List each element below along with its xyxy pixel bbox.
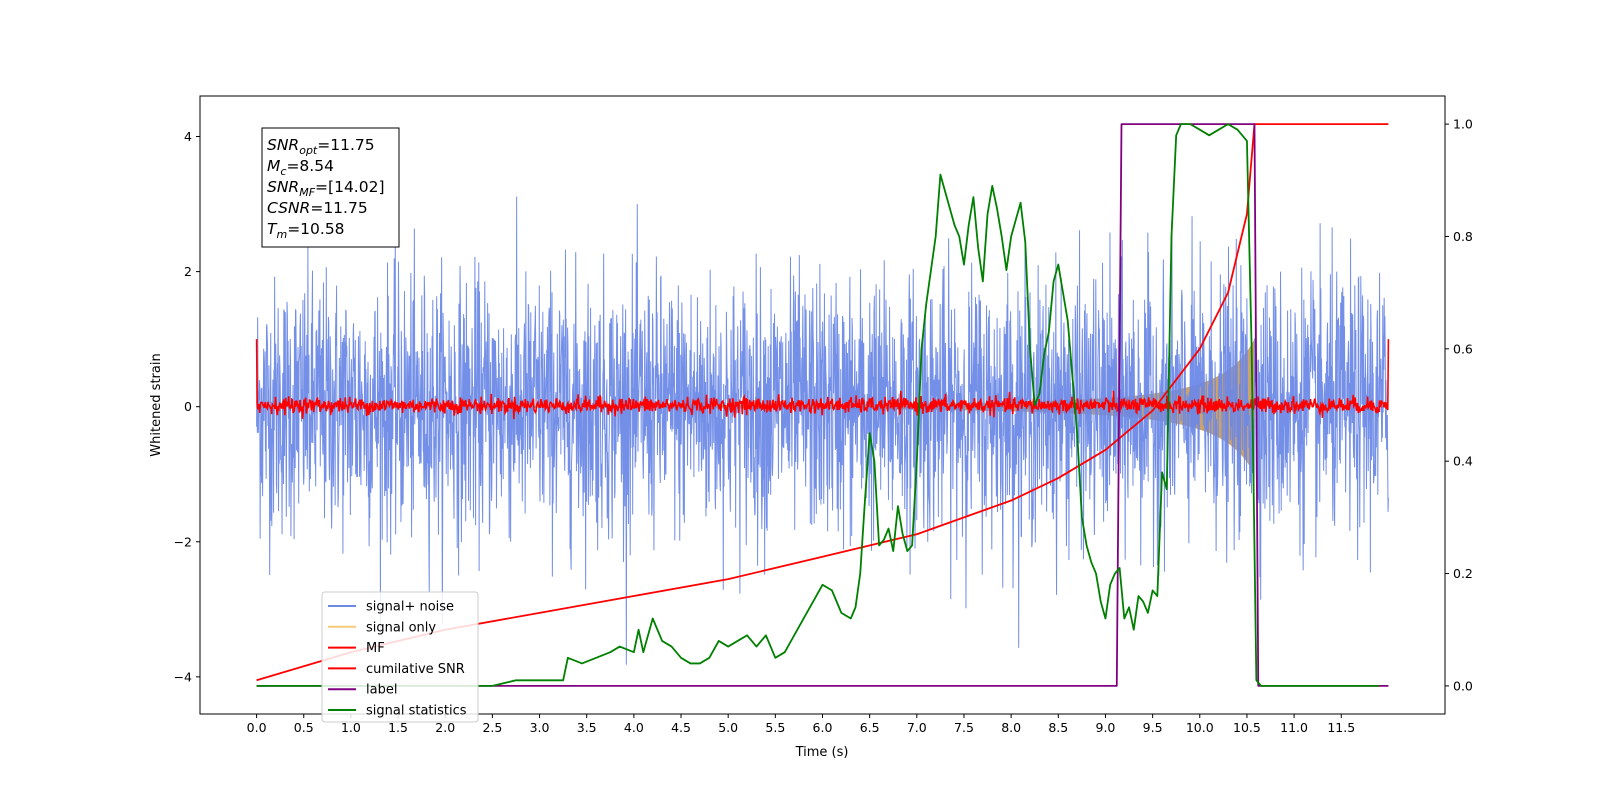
x-tick-label: 4.5 xyxy=(671,720,691,735)
y2-tick-label: 0.6 xyxy=(1453,341,1473,356)
x-tick-label: 0.0 xyxy=(247,720,267,735)
y2-tick-label: 0.2 xyxy=(1453,566,1473,581)
x-tick-label: 7.5 xyxy=(954,720,974,735)
x-tick-label: 4.0 xyxy=(624,720,644,735)
x-tick-label: 9.0 xyxy=(1096,720,1116,735)
cumilative-SNR-line xyxy=(256,123,1389,682)
x-tick-label: 10.0 xyxy=(1186,720,1214,735)
mf-line xyxy=(255,339,1390,420)
x-tick-label: 5.0 xyxy=(718,720,738,735)
x-tick-label: 7.0 xyxy=(907,720,927,735)
y-axis-ticks: −4 −2 0 2 4 xyxy=(174,129,200,684)
annotation-text: SNRopt=11.75 Mc=8.54 SNRMF=[14.02] CSNR=11.… xyxy=(267,136,385,241)
x-tick-label: 6.5 xyxy=(860,720,880,735)
mf-series xyxy=(255,339,1390,420)
y-tick-label: 0 xyxy=(184,399,192,414)
y2-tick-label: 0.8 xyxy=(1453,229,1473,244)
x-tick-label: 1.0 xyxy=(341,720,361,735)
right-axis-series xyxy=(256,123,1389,687)
x-tick-label: 6.0 xyxy=(813,720,833,735)
x-tick-label: 0.5 xyxy=(294,720,314,735)
legend-label: cumilative SNR xyxy=(366,662,465,677)
y-tick-label: 2 xyxy=(184,264,192,279)
y2-tick-label: 0.4 xyxy=(1453,454,1473,469)
legend: signal+ noise signal only MF cumilative SNR… xyxy=(321,591,479,723)
x-tick-label: 5.5 xyxy=(765,720,785,735)
signal-plus-noise-series xyxy=(256,196,1389,665)
annotation-line: CSNR xyxy=(267,199,310,217)
x-tick-label: 8.5 xyxy=(1048,720,1068,735)
legend-label: MF xyxy=(366,641,385,656)
signal-statistics-line xyxy=(256,123,1379,687)
y-axis-label: Whitened strain xyxy=(149,353,164,456)
annotation-box: SNRopt=11.75 Mc=8.54 SNRMF=[14.02] CSNR=11.… xyxy=(261,127,400,248)
x-tick-label: 10.5 xyxy=(1233,720,1261,735)
y-tick-label: −2 xyxy=(174,534,192,549)
signal-plus-noise-line xyxy=(256,196,1389,665)
y2-axis-ticks: 0.0 0.2 0.4 0.6 0.8 1.0 xyxy=(1445,117,1473,693)
x-axis-ticks: 0.0 0.5 1.0 1.5 2.0 2.5 3.0 3.5 4.0 4.5 5.0 5.5 6.0 6… xyxy=(247,714,1355,735)
y-tick-label: 4 xyxy=(184,129,192,144)
legend-label: signal only xyxy=(366,620,436,635)
x-tick-label: 1.5 xyxy=(388,720,408,735)
y2-tick-label: 0.0 xyxy=(1453,678,1473,693)
x-tick-label: 2.0 xyxy=(435,720,455,735)
x-tick-label: 9.5 xyxy=(1143,720,1163,735)
x-axis-label: Time (s) xyxy=(795,745,849,760)
annotation-line: SNR xyxy=(267,136,299,154)
x-tick-label: 3.0 xyxy=(530,720,550,735)
x-tick-label: 11.5 xyxy=(1327,720,1355,735)
x-tick-label: 8.0 xyxy=(1001,720,1021,735)
annotation-line: T xyxy=(267,220,278,238)
legend-label: label xyxy=(366,683,397,698)
legend-label: signal+ noise xyxy=(366,600,454,615)
x-tick-label: 2.5 xyxy=(482,720,502,735)
y-tick-label: −4 xyxy=(174,669,192,684)
x-tick-label: 3.5 xyxy=(577,720,597,735)
y2-tick-label: 1.0 xyxy=(1453,117,1473,132)
annotation-line: SNR xyxy=(267,178,299,196)
x-tick-label: 11.0 xyxy=(1280,720,1308,735)
annotation-line: M xyxy=(267,157,280,175)
legend-label: signal statistics xyxy=(366,704,467,719)
